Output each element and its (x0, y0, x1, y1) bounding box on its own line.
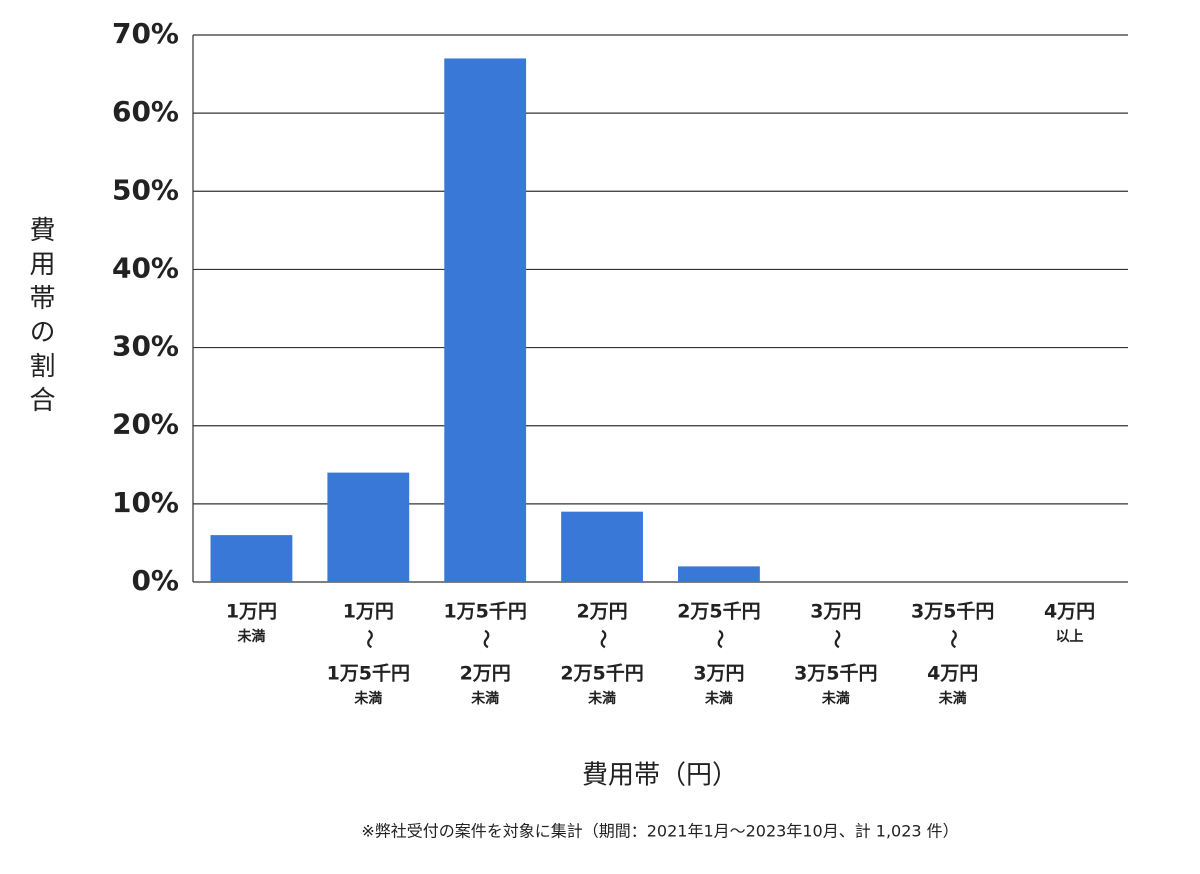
x-tick-label: 3万円 (693, 663, 744, 685)
bar (561, 511, 643, 582)
bar (444, 58, 527, 582)
x-tick-label: 4万円 (927, 663, 978, 685)
y-tick-label: 0% (131, 564, 179, 597)
y-axis-title: 費用帯の割合 (25, 216, 55, 420)
x-tick-label: 2万5千円 (677, 601, 760, 623)
x-tick-label: ～ (592, 629, 614, 648)
y-tick-label: 50% (112, 173, 179, 206)
x-tick-label: 1万円 (343, 601, 394, 623)
y-tick-label: 20% (112, 408, 179, 441)
x-tick-label: 3万円 (810, 601, 861, 623)
x-tick-label: 3万5千円 (911, 601, 994, 623)
bar (210, 535, 293, 582)
x-tick-label: 未満 (588, 690, 616, 707)
x-tick-label: 未満 (237, 628, 265, 645)
x-tick-label: 未満 (705, 690, 733, 707)
x-tick-label: 未満 (354, 690, 382, 707)
y-tick-label: 60% (112, 95, 179, 128)
x-tick-label: 4万円 (1044, 601, 1095, 623)
x-tick-label: ～ (942, 629, 964, 648)
bar (678, 566, 760, 582)
x-tick-label: 2万円 (460, 663, 511, 685)
x-tick-label: 2万円 (576, 601, 627, 623)
bar (327, 472, 410, 582)
x-tick-label: 未満 (822, 690, 850, 707)
x-tick-label: 未満 (939, 690, 967, 707)
x-tick-label: 未満 (471, 690, 499, 707)
footnote: ※弊社受付の案件を対象に集計（期間：2021年1月～2023年10月、計 1,0… (361, 822, 958, 841)
x-tick-label: ～ (708, 629, 730, 648)
y-tick-label: 70% (112, 17, 179, 50)
x-tick-label: 2万5千円 (560, 663, 643, 685)
y-tick-label: 40% (112, 251, 179, 284)
x-tick-label: ～ (358, 629, 380, 648)
x-tick-label: 1万円 (226, 601, 277, 623)
x-tick-label: 1万5千円 (443, 601, 526, 623)
y-tick-label: 30% (112, 330, 179, 363)
x-tick-label: ～ (825, 629, 847, 648)
x-tick-label: 1万5千円 (327, 663, 410, 685)
y-tick-label: 10% (112, 486, 179, 519)
x-axis-title: 費用帯（円） (582, 761, 738, 791)
x-tick-label: 3万5千円 (794, 663, 877, 685)
x-tick-label: ～ (475, 629, 497, 648)
x-tick-label: 以上 (1056, 629, 1084, 645)
